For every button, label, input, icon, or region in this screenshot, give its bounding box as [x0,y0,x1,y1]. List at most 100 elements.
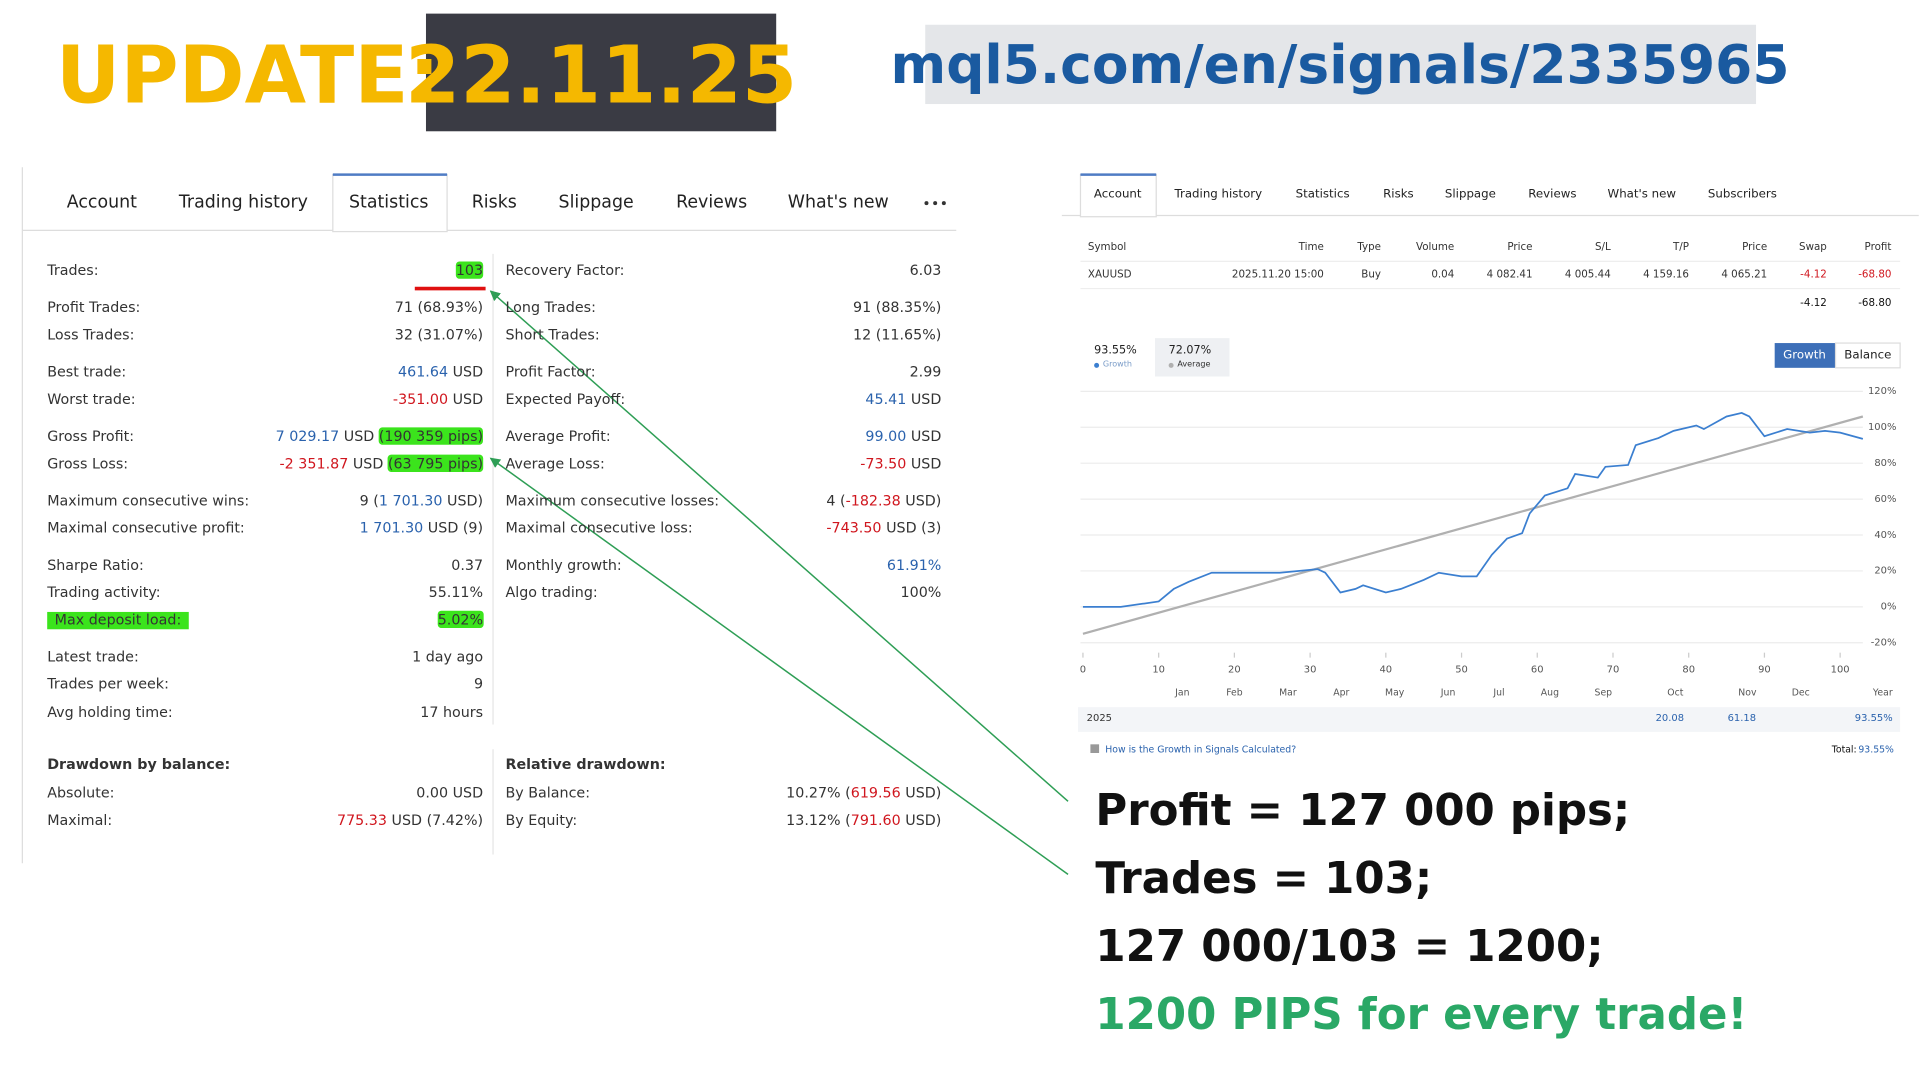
value-part: USD [906,454,942,472]
stat-value: 10.27% (619.56 USD) [786,784,942,802]
button-active[interactable] [1774,343,1836,368]
tab[interactable]: Reviews [1528,187,1577,202]
month-label: Oct [1667,686,1684,698]
column-header: T/P [1673,240,1689,253]
tab[interactable]: Slippage [558,192,634,213]
tab[interactable]: Subscribers [1707,187,1777,202]
value-part: 10.27% ( [786,784,851,802]
value-part: 1 701.30 [359,519,424,537]
column-header: Volume [1415,240,1455,253]
value-part: 4 ( [826,491,846,510]
tab[interactable]: Trading history [1174,187,1263,202]
tab[interactable]: Trading history [178,192,308,213]
tab[interactable]: Reviews [676,192,748,213]
value-part: (190 359 pips) [378,427,484,445]
stat-value: 13.12% (791.60 USD) [786,811,942,830]
y-tick-label: 80% [1874,457,1897,469]
table-cell: -4.12 [1800,267,1827,280]
month-label: Jul [1493,686,1505,698]
value-part: 791.60 [850,811,901,829]
value-part: 9 ( [359,491,379,510]
stat-value: 61.91% [887,556,941,574]
button[interactable]: Growth [1783,348,1826,363]
table-cell: 0.04 [1431,267,1455,280]
summary-row [1077,707,1901,732]
x-tick-label: 20 [1228,664,1241,676]
value-part: 45.41 [865,390,907,408]
stat-label: Absolute: [47,784,115,802]
legend-name: Average [1177,359,1211,370]
button[interactable]: Balance [1844,348,1892,363]
value-part: USD [448,363,484,381]
value-part: 1 701.30 [378,491,443,510]
stat-value: 6.03 [910,262,942,280]
tab[interactable]: Slippage [1444,187,1496,202]
stat-label: Average Profit: [505,427,611,445]
value-part: USD [348,454,388,472]
stat-label: Worst trade: [47,390,136,408]
button[interactable] [1834,342,1901,369]
column-header: Symbol [1087,240,1127,253]
value-part: USD) [442,491,484,510]
tab[interactable]: What's new [1607,187,1677,202]
value-part: 619.56 [850,784,901,802]
total-value: 93.55% [1858,743,1894,755]
value-part: USD [448,390,484,408]
stat-value: 17 hours [420,704,483,722]
y-tick-label: 60% [1874,493,1897,505]
stat-label: Maximum consecutive wins: [47,491,250,510]
value-part: 91 (88.35%) [853,298,942,316]
value-part: USD) [900,811,942,829]
stat-label: Avg holding time: [47,703,173,721]
summary-total: 93.55% [1854,712,1893,724]
note-line: Trades = 103; [1095,854,1433,905]
stat-label: Profit Trades: [47,298,141,316]
tab[interactable]: Statistics [348,192,429,213]
help-link[interactable]: How is the Growth in Signals Calculated? [1105,743,1297,755]
value-part: 7 029.17 [275,427,340,445]
tab[interactable]: What's new [787,192,889,213]
tab[interactable]: Account [1093,187,1142,202]
stat-label: Algo trading: [505,583,598,601]
value-part: USD) [900,491,942,510]
legend-dot [1094,362,1100,368]
month-label: Nov [1738,686,1757,698]
x-tick-label: 70 [1606,664,1620,676]
value-part: 5.02% [437,610,484,629]
stat-label: Maximal: [47,811,113,829]
stat-value: 103 [455,261,483,280]
tab[interactable]: Risks [1383,187,1414,202]
value-part: 0.00 USD [416,784,484,802]
stat-value: 2.99 [910,363,942,381]
stat-label: Trades per week: [47,675,169,693]
stat-value: 9 (1 701.30 USD) [359,491,484,510]
stat-value: 0.37 [451,556,483,574]
value-part: 55.11% [428,583,484,601]
arrow [489,290,1069,802]
stat-value: -2 351.87 USD (63 795 pips) [280,454,483,473]
tab[interactable]: Account [66,192,137,213]
title: UPDATE: [55,30,441,123]
y-tick-label: 20% [1874,564,1897,577]
value-part: 13.12% ( [786,811,851,829]
tab[interactable]: Risks [471,192,517,213]
tab[interactable]: Statistics [1295,187,1350,202]
stat-label: Short Trades: [505,325,600,344]
stat-label: Sharpe Ratio: [47,556,144,574]
table-cell: -68.80 [1858,267,1892,280]
stat-label: Gross Profit: [47,427,135,445]
value-part: USD (3) [881,519,942,537]
section-title: Relative drawdown: [505,755,666,773]
x-tick-label: 60 [1530,664,1544,676]
value-part: USD) [900,784,942,802]
value-part: USD [339,427,379,445]
stat-value: 55.11% [428,583,484,602]
summary-value: 20.08 [1655,712,1685,724]
legend-value: 93.55% [1094,345,1137,358]
month-label: Apr [1333,686,1350,698]
more-dot [924,201,929,206]
stat-label: Profit Factor: [505,363,596,381]
